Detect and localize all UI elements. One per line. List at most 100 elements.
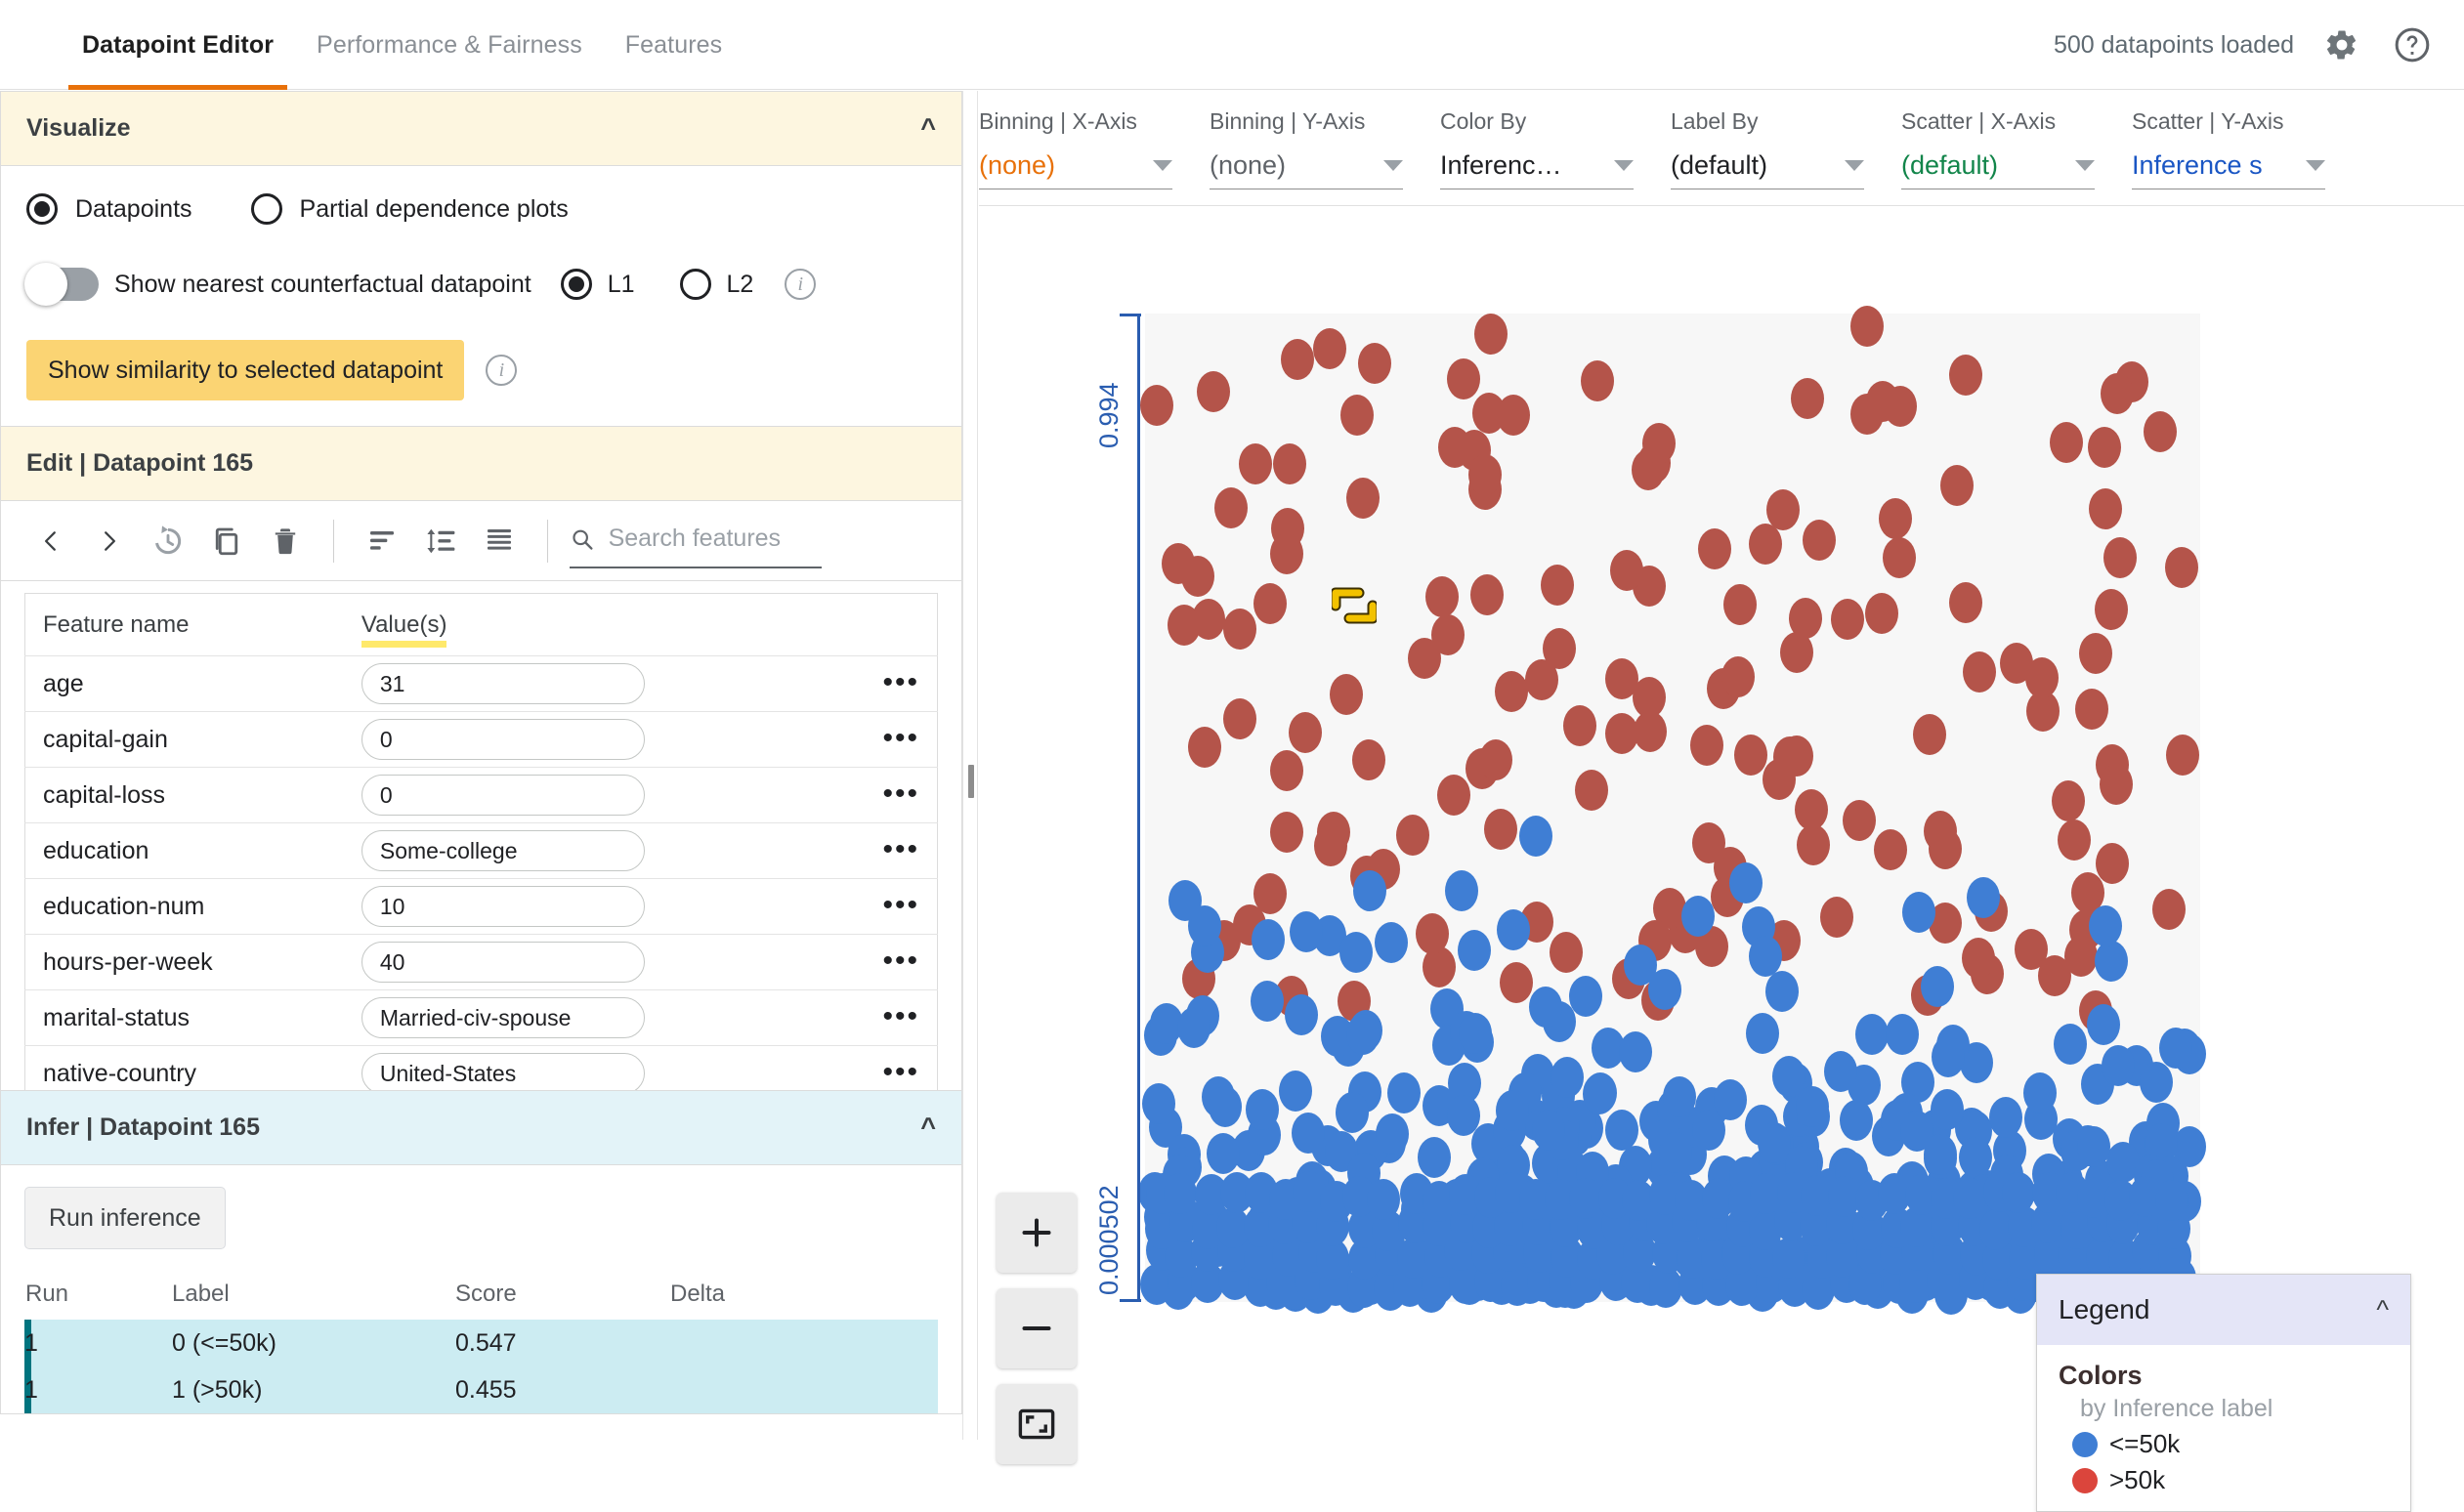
scatter-point[interactable]: [1855, 1013, 1890, 1055]
scatter-point[interactable]: [1437, 426, 1471, 468]
label-by-select[interactable]: (default): [1671, 143, 1864, 189]
scatter-point[interactable]: [2064, 936, 2099, 978]
previous-datapoint-icon[interactable]: [24, 515, 77, 567]
legend-item[interactable]: >50k: [2059, 1465, 2389, 1495]
scatter-point[interactable]: [1467, 454, 1502, 496]
scatter-point[interactable]: [1924, 1134, 1958, 1176]
scatter-point[interactable]: [1446, 1095, 1480, 1137]
help-circle-icon[interactable]: [2390, 22, 2435, 67]
scatter-point[interactable]: [2099, 764, 2133, 806]
scatter-point[interactable]: [1340, 395, 1375, 437]
scatter-point[interactable]: [1269, 811, 1303, 853]
row-menu-icon[interactable]: •••: [882, 721, 920, 754]
scatter-point[interactable]: [1457, 930, 1491, 972]
scatter-point[interactable]: [1749, 524, 1783, 566]
search-input[interactable]: [606, 524, 822, 554]
scatter-point[interactable]: [1496, 908, 1530, 950]
scatter-point[interactable]: [1222, 609, 1256, 651]
scatter-point[interactable]: [2096, 842, 2130, 884]
visualize-card-header[interactable]: Visualize ^: [1, 92, 961, 166]
feature-value-input[interactable]: 0: [361, 719, 645, 760]
scatter-point[interactable]: [1623, 944, 1657, 986]
scatter-point[interactable]: [1591, 1028, 1625, 1070]
binning-x-axis-select[interactable]: (none): [979, 143, 1172, 189]
scatter-x-axis-select[interactable]: (default): [1901, 143, 2095, 189]
scatter-point[interactable]: [1285, 993, 1319, 1035]
scatter-point[interactable]: [1352, 738, 1386, 780]
scatter-point[interactable]: [1791, 377, 1825, 419]
duplicate-datapoint-icon[interactable]: [200, 515, 253, 567]
scatter-point[interactable]: [1757, 1122, 1791, 1164]
scatter-point[interactable]: [1932, 1036, 1966, 1078]
scatter-point[interactable]: [1253, 582, 1287, 624]
scatter-point[interactable]: [1313, 327, 1347, 369]
scatter-point[interactable]: [1375, 922, 1409, 964]
scatter-point[interactable]: [2023, 1071, 2058, 1113]
scatter-point[interactable]: [2014, 929, 2048, 971]
scatter-point[interactable]: [1470, 573, 1505, 615]
scatter-point[interactable]: [1474, 313, 1508, 355]
scatter-point[interactable]: [1518, 815, 1552, 857]
scatter-point[interactable]: [1746, 1013, 1780, 1055]
scatter-point[interactable]: [1802, 519, 1836, 561]
scatter-point[interactable]: [2050, 421, 2084, 463]
scatter-point[interactable]: [1415, 913, 1449, 955]
scatter-point[interactable]: [1967, 877, 2001, 919]
scatter-point[interactable]: [2164, 547, 2198, 589]
row-menu-icon[interactable]: •••: [882, 832, 920, 865]
scatter-point[interactable]: [1549, 932, 1583, 974]
scatter-point[interactable]: [1795, 788, 1829, 830]
feature-value-input[interactable]: 10: [361, 886, 645, 927]
scatter-point[interactable]: [1642, 423, 1677, 465]
scatter-point[interactable]: [1680, 896, 1715, 938]
feature-value-input[interactable]: Some-college: [361, 830, 645, 871]
scatter-point[interactable]: [1610, 549, 1644, 591]
scatter-point[interactable]: [2002, 1172, 2036, 1214]
scatter-point[interactable]: [1962, 938, 1995, 980]
scatter-point[interactable]: [2086, 1004, 2120, 1046]
scatter-point[interactable]: [2155, 1180, 2189, 1222]
scatter-point[interactable]: [1168, 604, 1202, 646]
chevron-up-icon[interactable]: ^: [920, 113, 936, 143]
scatter-point[interactable]: [1605, 713, 1639, 755]
delete-datapoint-icon[interactable]: [259, 515, 312, 567]
scatter-point[interactable]: [1528, 987, 1562, 1028]
scatter-point[interactable]: [1842, 800, 1876, 842]
scatter-point[interactable]: [1251, 981, 1285, 1023]
sort-lines-icon[interactable]: [356, 515, 408, 567]
scatter-point[interactable]: [2079, 632, 2113, 674]
zoom-in-button[interactable]: [997, 1193, 1077, 1273]
scatter-point[interactable]: [1953, 1177, 1987, 1219]
table-row[interactable]: native-country United-States •••: [25, 1046, 938, 1090]
scatter-point[interactable]: [1246, 1089, 1280, 1131]
scatter-point[interactable]: [1213, 487, 1248, 529]
scatter-point[interactable]: [1279, 1071, 1313, 1113]
scatter-point[interactable]: [1430, 614, 1465, 656]
scatter-point[interactable]: [1772, 1237, 1806, 1279]
radio-partial-dependence-plots[interactable]: [250, 193, 282, 225]
scatter-point[interactable]: [1141, 1083, 1175, 1125]
scatter-point[interactable]: [1633, 711, 1667, 753]
scatter-point[interactable]: [1253, 873, 1288, 915]
scatter-point[interactable]: [1840, 1100, 1874, 1142]
feature-value-input[interactable]: 40: [361, 942, 645, 983]
scatter-point[interactable]: [1885, 1013, 1919, 1055]
scatter-point[interactable]: [1912, 714, 1946, 756]
scatter-plot-canvas[interactable]: [1138, 306, 2206, 1316]
scatter-point[interactable]: [1346, 1013, 1381, 1055]
tab-performance-fairness[interactable]: Performance & Fairness: [295, 0, 604, 90]
scatter-point[interactable]: [1418, 1137, 1452, 1179]
chevron-up-icon-infer[interactable]: ^: [920, 1113, 936, 1142]
binning-y-axis-select[interactable]: (none): [1210, 143, 1403, 189]
scatter-point[interactable]: [2140, 1062, 2174, 1104]
row-menu-icon[interactable]: •••: [882, 944, 920, 977]
scatter-point[interactable]: [1569, 1177, 1603, 1219]
legend-header[interactable]: Legend ^: [2037, 1275, 2410, 1345]
scatter-point[interactable]: [2087, 426, 2121, 468]
scatter-point[interactable]: [1209, 1085, 1243, 1127]
search-features-field[interactable]: [570, 514, 822, 568]
chevron-up-icon-legend[interactable]: ^: [2376, 1294, 2389, 1324]
scatter-point[interactable]: [1459, 1013, 1493, 1055]
scatter-point[interactable]: [1447, 358, 1481, 400]
scatter-point[interactable]: [1353, 869, 1387, 911]
